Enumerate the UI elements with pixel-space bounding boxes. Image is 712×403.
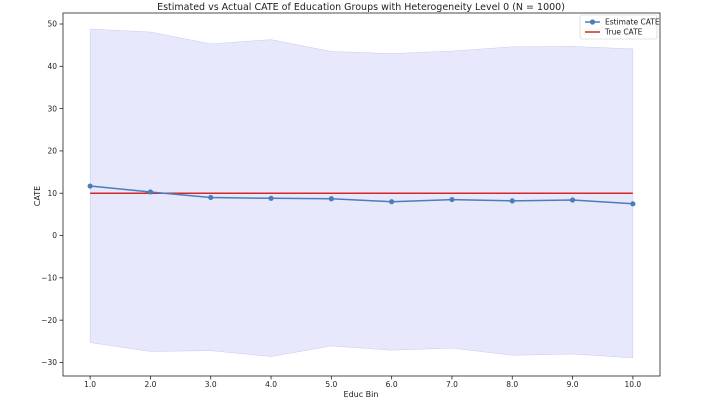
plot-frame	[62, 12, 661, 377]
x-axis-label: Educ Bin	[344, 390, 379, 399]
estimate-cate-point	[569, 197, 576, 203]
legend-true-label: True CATE	[604, 28, 643, 37]
y-tick-label: −10	[41, 274, 57, 283]
x-tick-label: 7.0	[446, 380, 458, 389]
y-tick-label: 50	[47, 20, 57, 29]
estimate-cate-point	[147, 189, 154, 195]
estimate-cate-point	[509, 198, 515, 204]
y-tick-label: 30	[47, 104, 57, 113]
x-tick-label: 1.0	[84, 380, 96, 389]
x-tick-label: 2.0	[144, 380, 156, 389]
legend-estimate-label: Estimate CATE	[605, 18, 660, 27]
x-tick-label: 4.0	[265, 380, 277, 389]
y-axis-label: CATE	[33, 186, 42, 206]
estimate-cate-line	[90, 185, 633, 205]
estimate-cate-point	[630, 201, 636, 207]
x-tick-label: 3.0	[205, 380, 217, 389]
x-tick-label: 5.0	[325, 380, 337, 389]
legend-box	[579, 14, 658, 40]
x-axis: 1.0 2.0 3.0 4.0 5.0 6.0 7.0 8.0 9.0 10.0	[84, 376, 641, 389]
y-tick-label: 0	[52, 231, 57, 240]
x-tick-label: 6.0	[386, 380, 398, 389]
estimate-cate-point	[449, 196, 455, 203]
y-tick-label: 40	[47, 62, 57, 71]
x-tick-label: 8.0	[506, 380, 518, 389]
x-tick-label: 9.0	[567, 380, 579, 389]
y-tick-label: −20	[41, 316, 57, 325]
y-tick-label: 10	[47, 189, 57, 198]
chart-title: Estimated vs Actual CATE of Education Gr…	[157, 2, 565, 13]
estimate-cate-point	[87, 183, 93, 189]
y-axis: −30 −20 −10 0 10 20 30 40 50	[41, 20, 63, 367]
legend-estimate-marker	[589, 19, 596, 25]
estimate-cate-point	[389, 199, 395, 205]
plot-area	[87, 28, 636, 359]
y-tick-label: 20	[47, 147, 57, 156]
legend: Estimate CATE True CATE	[579, 14, 660, 40]
estimate-cate-point	[268, 195, 274, 201]
estimate-cate-point	[208, 194, 214, 201]
x-tick-label: 10.0	[625, 380, 642, 389]
y-tick-label: −30	[41, 358, 57, 367]
estimate-cate-point	[328, 196, 334, 202]
